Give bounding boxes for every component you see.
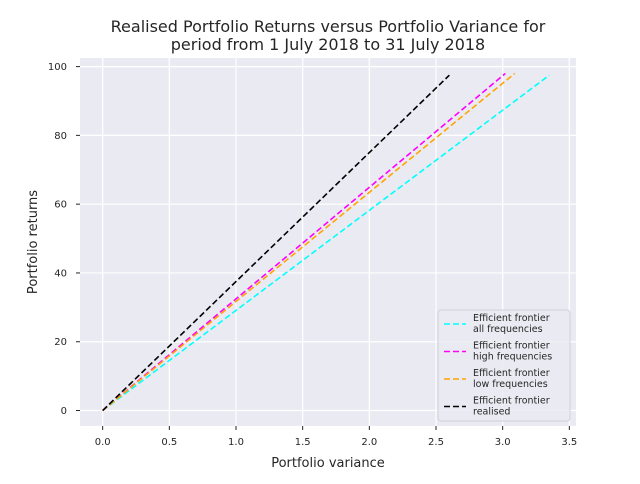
x-axis-ticks: 0.0 0.5 1.0 1.5 2.0 2.5 3.0 3.5 <box>95 426 577 448</box>
legend-label-3: Efficient frontier realised <box>473 396 550 418</box>
y-tick-label: 60 <box>54 200 67 211</box>
x-tick-label: 2.5 <box>428 437 444 448</box>
series-line-0 <box>102 74 550 412</box>
legend-box <box>437 309 571 422</box>
x-tick-label: 3.5 <box>561 437 577 448</box>
x-tick-label: 0.0 <box>95 437 111 448</box>
x-tick-label: 3.0 <box>495 437 511 448</box>
y-tick-label: 40 <box>54 268 67 279</box>
series-line-2 <box>102 72 516 412</box>
series-lines <box>102 72 550 412</box>
chart-title-line-2: period from 1 July 2018 to 31 July 2018 <box>171 35 485 54</box>
y-tick-label: 80 <box>54 131 67 142</box>
y-tick-label: 0 <box>61 406 67 417</box>
legend-label-2: Efficient frontier low frequencies <box>473 368 550 390</box>
x-tick-label: 1.0 <box>228 437 244 448</box>
legend-label-0: Efficient frontier all frequencies <box>473 313 550 335</box>
legend-label-1: Efficient frontier high frequencies <box>473 341 552 363</box>
y-axis-ticks: 0 20 40 60 80 100 <box>48 62 80 417</box>
y-tick-label: 20 <box>54 337 67 348</box>
series-line-1 <box>102 72 506 412</box>
y-tick-label: 100 <box>48 62 67 73</box>
x-tick-label: 1.5 <box>295 437 311 448</box>
chart-title-line-1: Realised Portfolio Returns versus Portfo… <box>111 17 546 36</box>
x-tick-label: 0.5 <box>161 437 177 448</box>
legend: Efficient frontier all frequencies Efficie… <box>437 309 571 422</box>
x-tick-label: 2.0 <box>361 437 377 448</box>
x-axis-label: Portfolio variance <box>271 456 385 471</box>
y-axis-label: Portfolio returns <box>26 190 41 294</box>
series-line-3 <box>102 74 450 412</box>
